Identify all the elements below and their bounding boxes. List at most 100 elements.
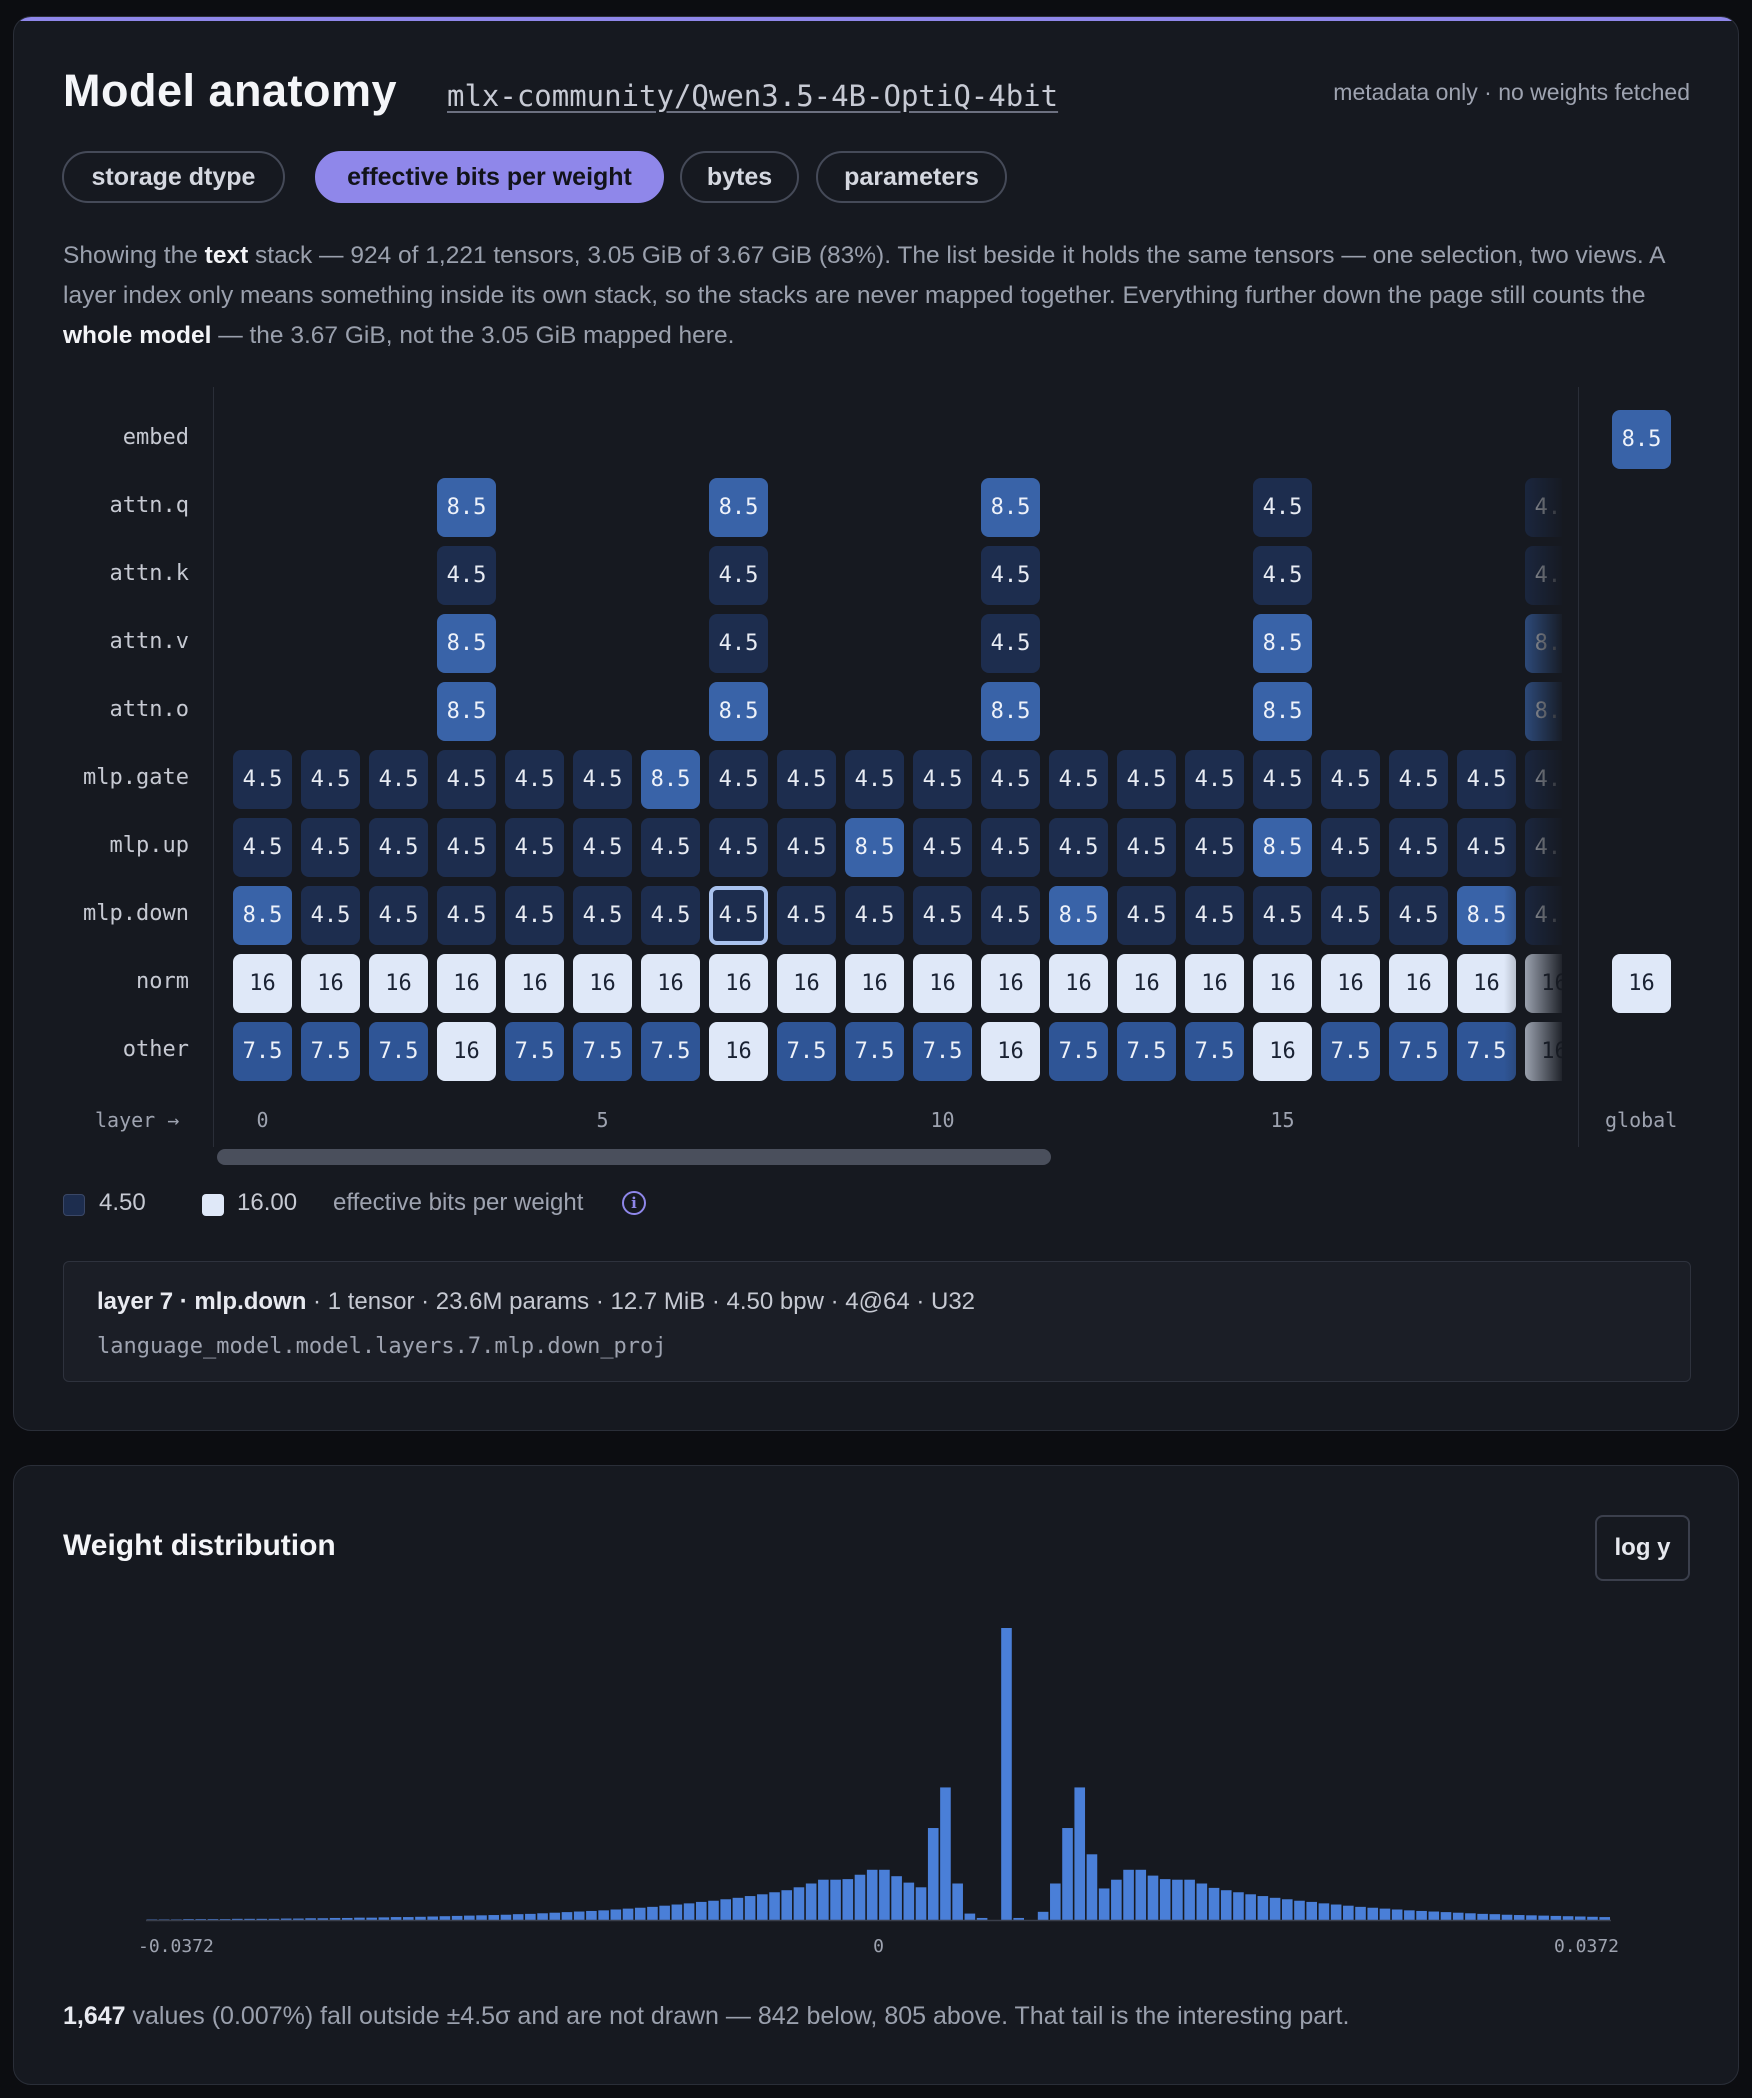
cell-layer-7-mlp-gate[interactable]: 4.5 bbox=[709, 749, 768, 809]
cell-layer-12-mlp-down[interactable]: 8.5 bbox=[1049, 885, 1108, 945]
cell-layer-6-mlp-up[interactable]: 4.5 bbox=[641, 817, 700, 877]
cell-layer-15-mlp-gate[interactable]: 4.5 bbox=[1253, 749, 1312, 809]
cell-layer-9-norm[interactable]: 16 bbox=[845, 953, 904, 1013]
cell-layer-17-mlp-up[interactable]: 4.5 bbox=[1389, 817, 1448, 877]
cell-layer-14-mlp-down[interactable]: 4.5 bbox=[1185, 885, 1244, 945]
cell-layer-1-mlp-up[interactable]: 4.5 bbox=[301, 817, 360, 877]
cell-layer-13-mlp-up[interactable]: 4.5 bbox=[1117, 817, 1176, 877]
cell-layer-11-attn-k[interactable]: 4.5 bbox=[981, 545, 1040, 605]
grid-horizontal-scrollbar[interactable] bbox=[217, 1149, 1051, 1165]
cell-layer-19-other[interactable]: 16 bbox=[1525, 1021, 1562, 1081]
cell-layer-4-other[interactable]: 7.5 bbox=[505, 1021, 564, 1081]
cell-layer-3-attn-o[interactable]: 8.5 bbox=[437, 681, 496, 741]
cell-layer-5-mlp-down[interactable]: 4.5 bbox=[573, 885, 632, 945]
cell-layer-16-mlp-up[interactable]: 4.5 bbox=[1321, 817, 1380, 877]
cell-layer-2-mlp-down[interactable]: 4.5 bbox=[369, 885, 428, 945]
cell-layer-16-mlp-down[interactable]: 4.5 bbox=[1321, 885, 1380, 945]
cell-layer-2-mlp-gate[interactable]: 4.5 bbox=[369, 749, 428, 809]
cell-layer-15-norm[interactable]: 16 bbox=[1253, 953, 1312, 1013]
cell-layer-3-mlp-up[interactable]: 4.5 bbox=[437, 817, 496, 877]
cell-layer-15-other[interactable]: 16 bbox=[1253, 1021, 1312, 1081]
cell-layer-2-mlp-up[interactable]: 4.5 bbox=[369, 817, 428, 877]
cell-layer-10-mlp-up[interactable]: 4.5 bbox=[913, 817, 972, 877]
cell-layer-11-mlp-gate[interactable]: 4.5 bbox=[981, 749, 1040, 809]
cell-layer-5-other[interactable]: 7.5 bbox=[573, 1021, 632, 1081]
cell-layer-0-mlp-down[interactable]: 8.5 bbox=[233, 885, 292, 945]
cell-layer-1-mlp-gate[interactable]: 4.5 bbox=[301, 749, 360, 809]
cell-layer-7-norm[interactable]: 16 bbox=[709, 953, 768, 1013]
cell-layer-16-other[interactable]: 7.5 bbox=[1321, 1021, 1380, 1081]
cell-layer-6-mlp-gate[interactable]: 8.5 bbox=[641, 749, 700, 809]
cell-layer-7-attn-k[interactable]: 4.5 bbox=[709, 545, 768, 605]
cell-layer-3-norm[interactable]: 16 bbox=[437, 953, 496, 1013]
tab-bytes[interactable]: bytes bbox=[680, 151, 799, 203]
cell-layer-7-attn-q[interactable]: 8.5 bbox=[709, 477, 768, 537]
cell-layer-3-attn-v[interactable]: 8.5 bbox=[437, 613, 496, 673]
cell-layer-17-norm[interactable]: 16 bbox=[1389, 953, 1448, 1013]
cell-layer-12-mlp-gate[interactable]: 4.5 bbox=[1049, 749, 1108, 809]
cell-layer-3-mlp-down[interactable]: 4.5 bbox=[437, 885, 496, 945]
cell-layer-0-other[interactable]: 7.5 bbox=[233, 1021, 292, 1081]
tab-storage-dtype[interactable]: storage dtype bbox=[62, 151, 285, 203]
cell-layer-7-other[interactable]: 16 bbox=[709, 1021, 768, 1081]
cell-layer-13-other[interactable]: 7.5 bbox=[1117, 1021, 1176, 1081]
cell-layer-0-norm[interactable]: 16 bbox=[233, 953, 292, 1013]
cell-layer-5-norm[interactable]: 16 bbox=[573, 953, 632, 1013]
cell-layer-7-mlp-up[interactable]: 4.5 bbox=[709, 817, 768, 877]
cell-layer-8-mlp-up[interactable]: 4.5 bbox=[777, 817, 836, 877]
cell-layer-0-mlp-up[interactable]: 4.5 bbox=[233, 817, 292, 877]
cell-layer-2-other[interactable]: 7.5 bbox=[369, 1021, 428, 1081]
cell-layer-15-attn-k[interactable]: 4.5 bbox=[1253, 545, 1312, 605]
cell-layer-11-attn-o[interactable]: 8.5 bbox=[981, 681, 1040, 741]
cell-layer-12-norm[interactable]: 16 bbox=[1049, 953, 1108, 1013]
cell-layer-9-other[interactable]: 7.5 bbox=[845, 1021, 904, 1081]
cell-layer-15-mlp-down[interactable]: 4.5 bbox=[1253, 885, 1312, 945]
cell-layer-11-attn-v[interactable]: 4.5 bbox=[981, 613, 1040, 673]
cell-layer-11-other[interactable]: 16 bbox=[981, 1021, 1040, 1081]
cell-global-norm[interactable]: 16 bbox=[1612, 953, 1671, 1013]
log-y-toggle[interactable]: log y bbox=[1595, 1515, 1690, 1581]
cell-layer-10-mlp-down[interactable]: 4.5 bbox=[913, 885, 972, 945]
cell-layer-18-norm[interactable]: 16 bbox=[1457, 953, 1516, 1013]
cell-layer-6-other[interactable]: 7.5 bbox=[641, 1021, 700, 1081]
cell-layer-7-attn-o[interactable]: 8.5 bbox=[709, 681, 768, 741]
cell-global-embed[interactable]: 8.5 bbox=[1612, 409, 1671, 469]
cell-layer-0-mlp-gate[interactable]: 4.5 bbox=[233, 749, 292, 809]
cell-layer-18-mlp-gate[interactable]: 4.5 bbox=[1457, 749, 1516, 809]
cell-layer-12-other[interactable]: 7.5 bbox=[1049, 1021, 1108, 1081]
cell-layer-10-norm[interactable]: 16 bbox=[913, 953, 972, 1013]
cell-layer-8-mlp-down[interactable]: 4.5 bbox=[777, 885, 836, 945]
cell-layer-9-mlp-up[interactable]: 8.5 bbox=[845, 817, 904, 877]
cell-layer-17-mlp-gate[interactable]: 4.5 bbox=[1389, 749, 1448, 809]
cell-layer-8-norm[interactable]: 16 bbox=[777, 953, 836, 1013]
cell-layer-4-norm[interactable]: 16 bbox=[505, 953, 564, 1013]
cell-layer-4-mlp-up[interactable]: 4.5 bbox=[505, 817, 564, 877]
cell-layer-1-norm[interactable]: 16 bbox=[301, 953, 360, 1013]
cell-layer-19-attn-k[interactable]: 4.5 bbox=[1525, 545, 1562, 605]
cell-layer-15-attn-o[interactable]: 8.5 bbox=[1253, 681, 1312, 741]
cell-layer-19-norm[interactable]: 16 bbox=[1525, 953, 1562, 1013]
cell-layer-3-other[interactable]: 16 bbox=[437, 1021, 496, 1081]
cell-layer-3-mlp-gate[interactable]: 4.5 bbox=[437, 749, 496, 809]
cell-layer-14-mlp-gate[interactable]: 4.5 bbox=[1185, 749, 1244, 809]
cell-layer-10-other[interactable]: 7.5 bbox=[913, 1021, 972, 1081]
cell-layer-11-mlp-up[interactable]: 4.5 bbox=[981, 817, 1040, 877]
cell-layer-11-norm[interactable]: 16 bbox=[981, 953, 1040, 1013]
cell-layer-6-mlp-down[interactable]: 4.5 bbox=[641, 885, 700, 945]
cell-layer-4-mlp-gate[interactable]: 4.5 bbox=[505, 749, 564, 809]
cell-layer-15-attn-v[interactable]: 8.5 bbox=[1253, 613, 1312, 673]
cell-layer-12-mlp-up[interactable]: 4.5 bbox=[1049, 817, 1108, 877]
cell-layer-17-mlp-down[interactable]: 4.5 bbox=[1389, 885, 1448, 945]
cell-layer-4-mlp-down[interactable]: 4.5 bbox=[505, 885, 564, 945]
cell-layer-19-mlp-up[interactable]: 4.5 bbox=[1525, 817, 1562, 877]
cell-layer-16-norm[interactable]: 16 bbox=[1321, 953, 1380, 1013]
cell-layer-3-attn-k[interactable]: 4.5 bbox=[437, 545, 496, 605]
cell-layer-18-mlp-up[interactable]: 4.5 bbox=[1457, 817, 1516, 877]
cell-layer-13-mlp-down[interactable]: 4.5 bbox=[1117, 885, 1176, 945]
cell-layer-2-norm[interactable]: 16 bbox=[369, 953, 428, 1013]
cell-layer-15-attn-q[interactable]: 4.5 bbox=[1253, 477, 1312, 537]
cell-layer-19-attn-o[interactable]: 8.5 bbox=[1525, 681, 1562, 741]
model-repo-link[interactable]: mlx-community/Qwen3.5-4B-OptiQ-4bit bbox=[447, 79, 1059, 113]
cell-layer-6-norm[interactable]: 16 bbox=[641, 953, 700, 1013]
cell-layer-7-attn-v[interactable]: 4.5 bbox=[709, 613, 768, 673]
